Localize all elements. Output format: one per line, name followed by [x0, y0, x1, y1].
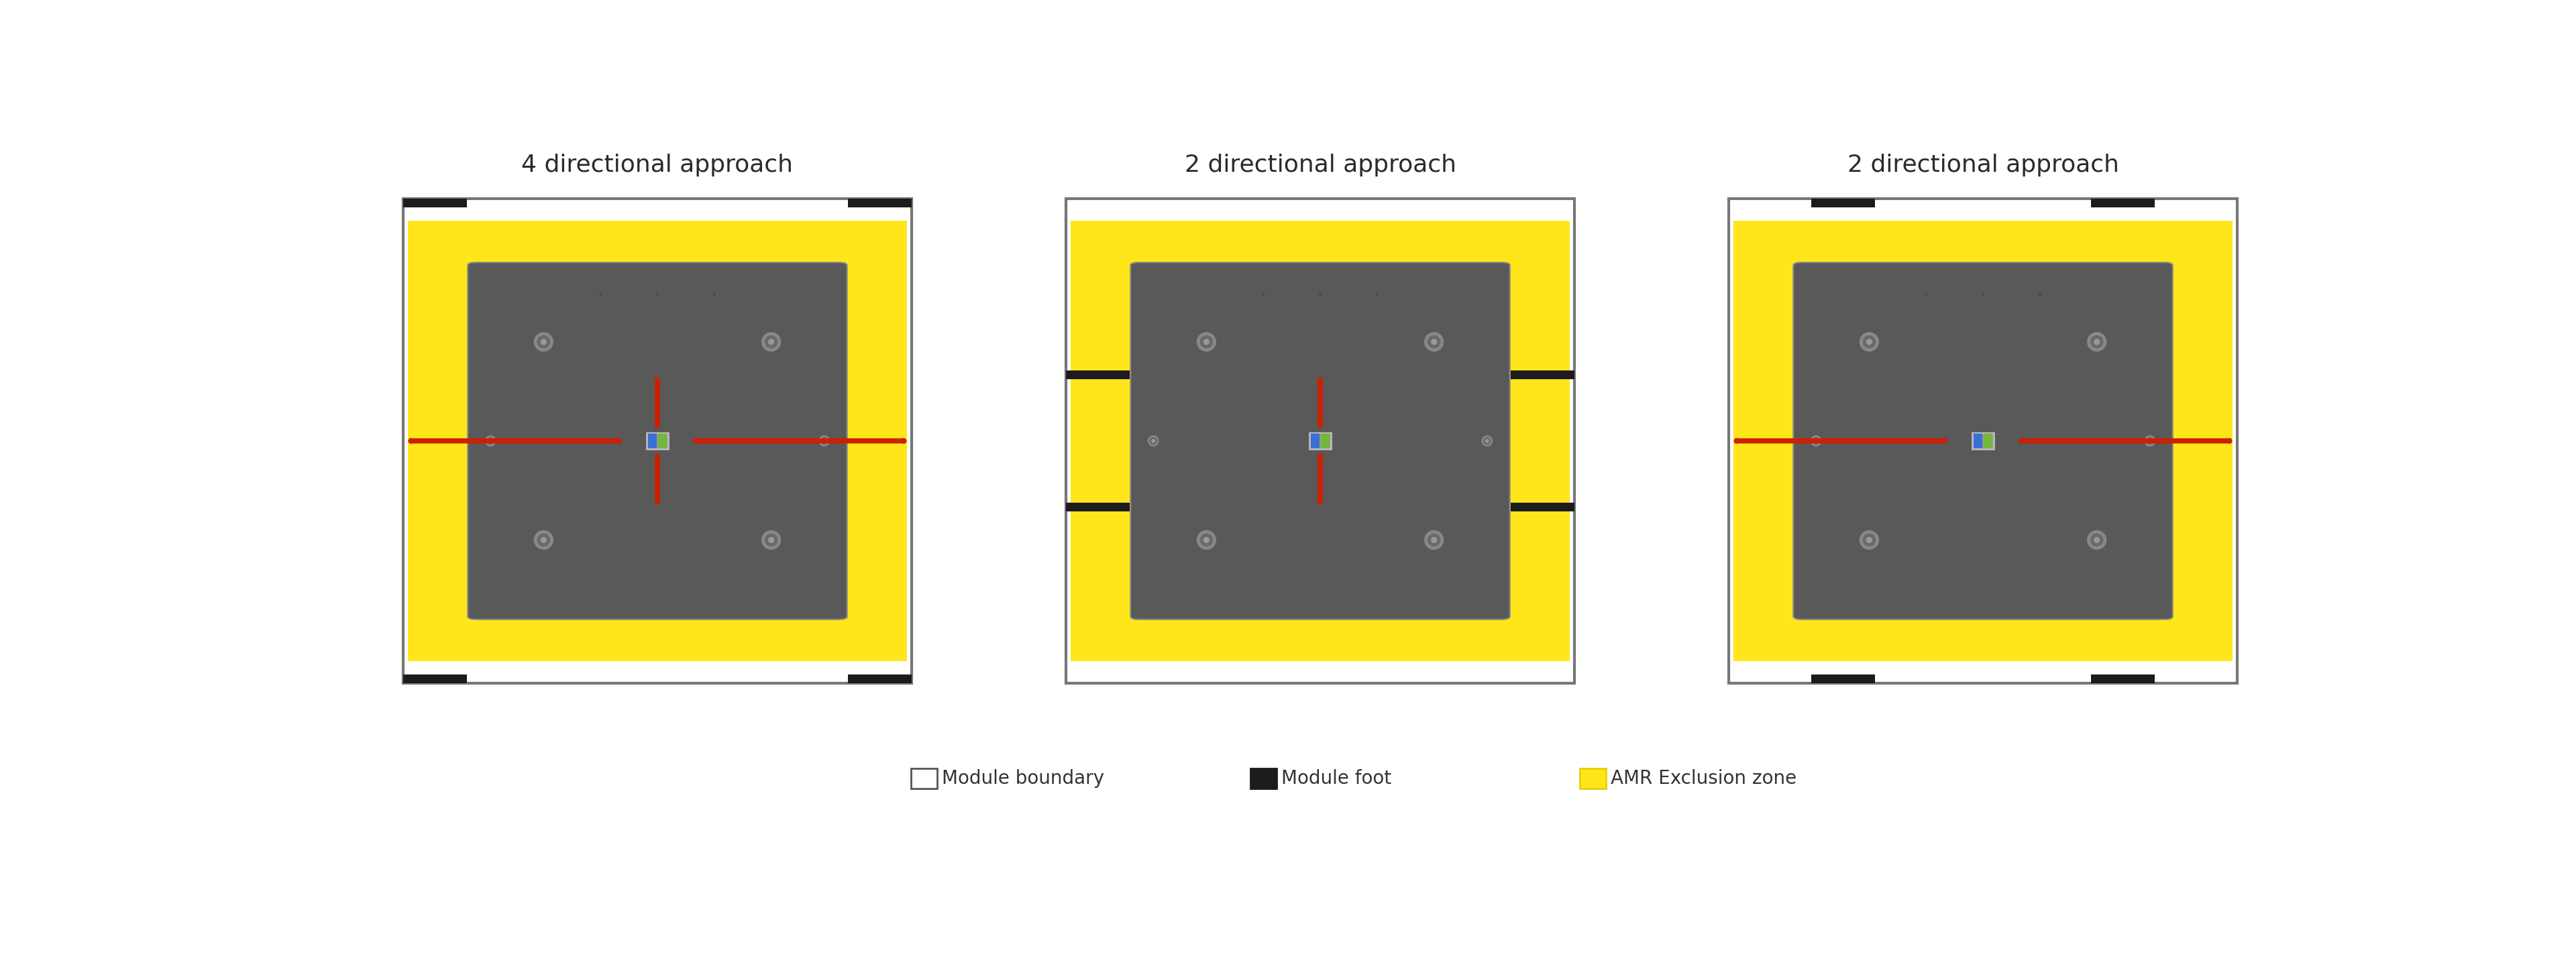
- Bar: [1512, 502, 1574, 512]
- Ellipse shape: [1432, 537, 1437, 542]
- Bar: [402, 675, 466, 683]
- Bar: [1321, 434, 1329, 448]
- Ellipse shape: [2094, 339, 2099, 344]
- Ellipse shape: [538, 335, 549, 348]
- Ellipse shape: [2146, 437, 2154, 444]
- Ellipse shape: [762, 333, 781, 351]
- Text: Module foot: Module foot: [1280, 769, 1391, 788]
- Ellipse shape: [533, 333, 554, 351]
- Ellipse shape: [1484, 437, 1492, 444]
- Text: 2 directional approach: 2 directional approach: [1847, 154, 2120, 176]
- Bar: [1066, 199, 1574, 683]
- Ellipse shape: [822, 439, 827, 442]
- Ellipse shape: [1486, 439, 1489, 442]
- Ellipse shape: [1481, 436, 1492, 446]
- Ellipse shape: [768, 537, 773, 542]
- Ellipse shape: [2094, 537, 2099, 542]
- Ellipse shape: [765, 534, 778, 546]
- Ellipse shape: [2148, 439, 2151, 442]
- Ellipse shape: [1814, 437, 1819, 444]
- Ellipse shape: [1200, 335, 1213, 348]
- Bar: [1311, 434, 1319, 448]
- Ellipse shape: [1203, 537, 1208, 542]
- Bar: [2092, 675, 2154, 683]
- Bar: [1734, 221, 2233, 661]
- Ellipse shape: [1203, 339, 1208, 344]
- FancyBboxPatch shape: [1973, 433, 1994, 449]
- Ellipse shape: [1200, 534, 1213, 546]
- Bar: [1728, 199, 2239, 683]
- FancyBboxPatch shape: [1309, 433, 1332, 449]
- Bar: [912, 769, 938, 788]
- Bar: [1811, 199, 1875, 208]
- Bar: [1512, 371, 1574, 379]
- Text: 2 directional approach: 2 directional approach: [1185, 154, 1455, 176]
- Bar: [1984, 434, 1991, 448]
- Ellipse shape: [819, 436, 829, 446]
- Ellipse shape: [541, 339, 546, 344]
- Ellipse shape: [2092, 534, 2102, 546]
- Ellipse shape: [2092, 335, 2102, 348]
- Bar: [402, 199, 466, 208]
- Ellipse shape: [2087, 333, 2107, 351]
- Bar: [848, 199, 912, 208]
- Ellipse shape: [1149, 437, 1157, 444]
- Text: AMR Exclusion zone: AMR Exclusion zone: [1610, 769, 1798, 788]
- Ellipse shape: [822, 437, 827, 444]
- Bar: [1579, 769, 1605, 788]
- FancyBboxPatch shape: [1131, 262, 1510, 619]
- Bar: [407, 221, 907, 661]
- Bar: [1066, 502, 1128, 512]
- Ellipse shape: [1814, 439, 1819, 442]
- Ellipse shape: [762, 531, 781, 549]
- Ellipse shape: [1427, 335, 1440, 348]
- Ellipse shape: [765, 335, 778, 348]
- Text: Module boundary: Module boundary: [943, 769, 1105, 788]
- Ellipse shape: [1432, 339, 1437, 344]
- Ellipse shape: [489, 439, 492, 442]
- Ellipse shape: [1862, 534, 1875, 546]
- Bar: [1249, 769, 1275, 788]
- Ellipse shape: [1427, 534, 1440, 546]
- Ellipse shape: [2087, 531, 2107, 549]
- FancyBboxPatch shape: [1793, 262, 2172, 619]
- Bar: [1066, 371, 1128, 379]
- Ellipse shape: [538, 534, 549, 546]
- Bar: [848, 675, 912, 683]
- Ellipse shape: [1868, 537, 1873, 542]
- Ellipse shape: [487, 437, 495, 444]
- Ellipse shape: [1425, 531, 1443, 549]
- Ellipse shape: [1151, 439, 1154, 442]
- FancyBboxPatch shape: [469, 262, 848, 619]
- Ellipse shape: [1198, 333, 1216, 351]
- Ellipse shape: [1860, 333, 1878, 351]
- Bar: [402, 199, 912, 683]
- Text: 4 directional approach: 4 directional approach: [520, 154, 793, 176]
- Bar: [2092, 199, 2154, 208]
- Ellipse shape: [768, 339, 773, 344]
- FancyBboxPatch shape: [647, 433, 667, 449]
- Ellipse shape: [1860, 531, 1878, 549]
- Bar: [657, 434, 667, 448]
- Bar: [1072, 221, 1569, 661]
- Bar: [1973, 434, 1984, 448]
- Ellipse shape: [1198, 531, 1216, 549]
- Ellipse shape: [1862, 335, 1875, 348]
- Ellipse shape: [1868, 339, 1873, 344]
- Ellipse shape: [484, 436, 495, 446]
- Ellipse shape: [541, 537, 546, 542]
- Ellipse shape: [2146, 436, 2156, 446]
- Bar: [1811, 675, 1875, 683]
- Ellipse shape: [1811, 436, 1821, 446]
- Ellipse shape: [1149, 436, 1159, 446]
- Ellipse shape: [533, 531, 554, 549]
- Bar: [649, 434, 657, 448]
- Ellipse shape: [1425, 333, 1443, 351]
